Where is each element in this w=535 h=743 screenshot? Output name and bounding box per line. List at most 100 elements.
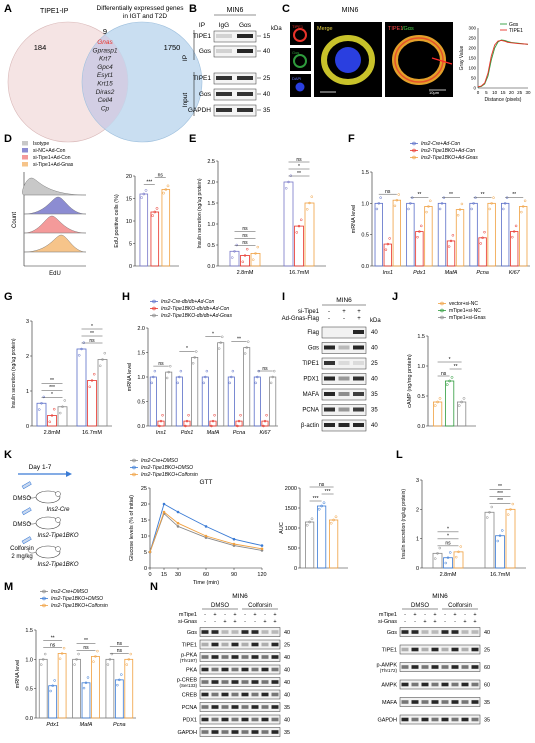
- blot-band: [237, 76, 253, 80]
- bar: [201, 376, 209, 427]
- y-tick-label: 1.5: [361, 170, 369, 176]
- bar: [124, 658, 134, 719]
- data-point: [246, 340, 250, 343]
- profile-x-tick: 10: [492, 90, 498, 95]
- blot-n-sign2: +: [423, 619, 426, 625]
- blot-kda: 60: [484, 665, 490, 671]
- data-point: [308, 201, 311, 205]
- blot-band: [201, 630, 209, 634]
- data-point: [449, 239, 453, 243]
- blot-kda: 25: [284, 643, 290, 649]
- blot-strip: [399, 644, 481, 655]
- mouse-ear-icon: [55, 517, 61, 523]
- blot-n-colforsin: Colforsin: [448, 603, 472, 609]
- blot-b-group-input: Input: [182, 93, 189, 108]
- blot-row-label: Gαs: [199, 91, 212, 98]
- data-point: [166, 184, 170, 188]
- sig-label: ns: [319, 482, 325, 488]
- blot-kda: 35: [484, 700, 490, 706]
- data-point: [116, 683, 119, 687]
- blot-band: [421, 700, 429, 704]
- x-tick-label: Pcna: [476, 270, 489, 276]
- data-point: [88, 385, 91, 389]
- y-tick-label: 0.0: [417, 424, 425, 430]
- data-point: [164, 188, 168, 191]
- blot-band: [251, 705, 259, 709]
- blot-band: [421, 647, 429, 652]
- legend-marker: [42, 596, 46, 601]
- venn-gene: Gnas: [97, 39, 113, 46]
- y-tick-label: 0: [129, 264, 132, 270]
- blot-band: [471, 717, 479, 722]
- blot-n-sign1: -: [424, 612, 426, 618]
- data-point: [457, 404, 461, 407]
- mouse-ear-icon: [55, 491, 61, 497]
- data-point: [269, 381, 273, 385]
- data-point: [161, 413, 164, 417]
- blot-band: [324, 423, 335, 427]
- k-line-chart: Ins2-Cre+DMSOIns2-Tipe1BKO+DMSOIns2-Tipe…: [129, 458, 267, 586]
- blot-row-label: GAPDH: [377, 718, 397, 724]
- y-tick-label: 0.5: [25, 687, 33, 693]
- x-tick-label: MafA: [207, 430, 220, 436]
- data-point: [86, 676, 90, 679]
- blot-band: [451, 630, 459, 634]
- data-point: [470, 207, 473, 211]
- blot-band: [451, 647, 459, 652]
- data-point: [444, 561, 447, 565]
- panel-m: M Ins2-Cre+DMSOIns2-Tipe1BKO+DMSOIns2-Ti…: [4, 581, 136, 728]
- blot-band: [338, 361, 350, 365]
- bar: [487, 202, 496, 267]
- blot-band: [261, 705, 269, 709]
- y-tick-label: 1.0: [207, 222, 215, 228]
- blot-strip: [199, 727, 281, 737]
- k-mouse-label: Ins2-Tipe1BKO: [38, 562, 79, 568]
- flow-histogram: [22, 177, 87, 196]
- legend-marker: [440, 308, 444, 313]
- sig-label: *: [449, 357, 451, 363]
- bar: [175, 376, 183, 427]
- data-point: [438, 546, 441, 550]
- legend-marker: [152, 306, 156, 311]
- blot-n-row1: mTipe1: [379, 612, 397, 618]
- data-point: [153, 210, 157, 214]
- blot-band: [461, 647, 469, 652]
- bar: [316, 505, 327, 569]
- blot-i-sign1: +: [342, 309, 346, 315]
- sig-label: ns: [242, 240, 248, 246]
- bar: [114, 679, 124, 719]
- data-point: [106, 663, 110, 666]
- blot-kda: 35: [484, 718, 490, 724]
- blot-row-sublabel: (Ser133): [179, 683, 197, 688]
- series-point: [232, 542, 236, 546]
- blot-strip: [399, 714, 481, 725]
- blot-strip: [321, 357, 367, 370]
- bar: [456, 401, 467, 427]
- flow-ylabel: Count: [12, 212, 18, 228]
- x-tick-label: 120: [257, 572, 266, 578]
- data-point: [82, 341, 85, 344]
- blot-kda: 25: [371, 361, 378, 367]
- blot-band: [231, 630, 239, 634]
- venn-gene: Cp: [101, 105, 110, 112]
- blot-band: [431, 700, 439, 704]
- blot-band: [353, 376, 364, 381]
- data-point: [53, 407, 56, 411]
- data-point: [39, 663, 43, 666]
- sig-label: ***: [325, 489, 331, 495]
- blot-band: [411, 717, 419, 722]
- blot-band: [231, 717, 239, 722]
- blot-kda: 40: [371, 346, 378, 352]
- data-point: [322, 501, 326, 505]
- series-point: [204, 525, 208, 528]
- blot-kda: 40: [284, 718, 290, 724]
- blot-kda: 40: [371, 330, 378, 336]
- blot-strip: [199, 652, 281, 662]
- y-tick-label: 1.0: [25, 657, 33, 663]
- blot-band: [211, 642, 219, 647]
- legend-label: mTipe1+si-NC: [449, 308, 481, 314]
- data-point: [205, 369, 209, 373]
- profile-y-tick: 250: [468, 36, 476, 41]
- data-point: [377, 202, 381, 205]
